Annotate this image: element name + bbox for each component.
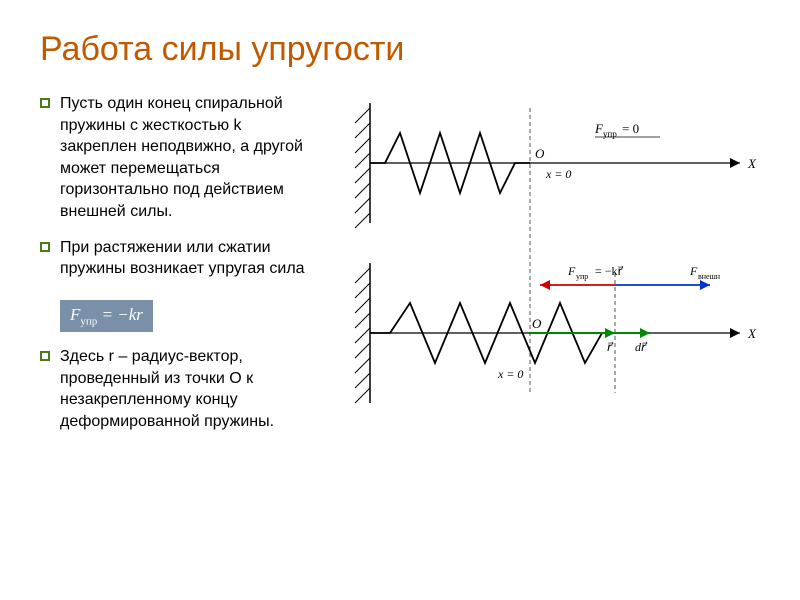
bullet-text-2: При растяжении или сжатии пружины возник… <box>60 237 320 280</box>
svg-text:r⃗: r⃗ <box>607 340 614 354</box>
bullet-marker-icon <box>40 242 50 252</box>
svg-text:dr⃗: dr⃗ <box>635 340 648 354</box>
svg-text:X: X <box>747 326 757 341</box>
svg-text:x = 0: x = 0 <box>545 167 571 181</box>
formula-box: Fупр = −kr <box>60 300 153 332</box>
bullet-text-3: Здесь r – радиус-вектор, проведенный из … <box>60 346 320 432</box>
bullet-marker-icon <box>40 98 50 108</box>
diagram-column: O x = 0 X F упр = 0 <box>340 93 760 447</box>
bullet-item: Здесь r – радиус-вектор, проведенный из … <box>40 346 320 432</box>
svg-text:внешн: внешн <box>698 272 721 281</box>
svg-text:F: F <box>567 264 576 278</box>
svg-text:упр: упр <box>603 129 617 139</box>
svg-text:= −kr⃗: = −kr⃗ <box>595 264 624 278</box>
bullet-item: При растяжении или сжатии пружины возник… <box>40 237 320 280</box>
text-column: Пусть один конец спиральной пружины с же… <box>40 93 320 447</box>
svg-text:x = 0: x = 0 <box>497 367 523 381</box>
svg-text:F: F <box>689 264 698 278</box>
page-title: Работа силы упругости <box>40 30 760 69</box>
svg-text:X: X <box>747 156 757 171</box>
svg-text:упр: упр <box>576 272 588 281</box>
bullet-item: Пусть один конец спиральной пружины с же… <box>40 93 320 223</box>
svg-text:O: O <box>532 316 542 331</box>
bullet-marker-icon <box>40 351 50 361</box>
svg-text:O: O <box>535 146 545 161</box>
bullet-text-1: Пусть один конец спиральной пружины с же… <box>60 93 320 223</box>
svg-text:= 0: = 0 <box>622 121 639 136</box>
physics-diagram: O x = 0 X F упр = 0 <box>340 93 760 423</box>
